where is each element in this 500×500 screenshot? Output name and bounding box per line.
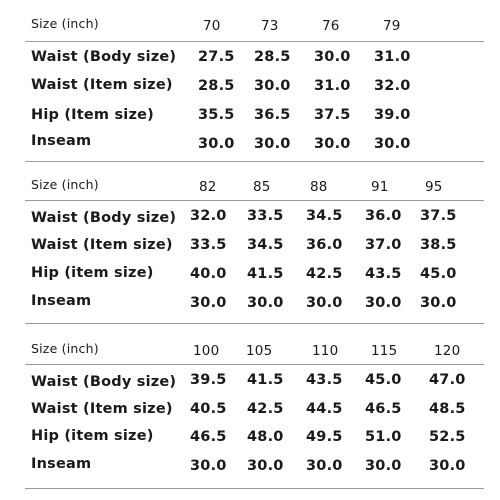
row-label: Waist (Body size)	[31, 210, 177, 226]
table-cell: 42.5	[247, 401, 284, 417]
table-cell: 32.0	[190, 208, 227, 224]
table-cell: 43.5	[306, 372, 343, 388]
table-cell: 30.0	[365, 458, 402, 474]
row-label: Waist (Body size)	[31, 49, 177, 65]
table-cell: 30.0	[247, 458, 284, 474]
table-divider	[25, 200, 484, 201]
table-cell: 33.5	[247, 208, 284, 224]
table-cell: 36.5	[254, 107, 291, 123]
size-heading: 70	[203, 18, 221, 34]
size-heading: 95	[425, 179, 443, 195]
table-divider	[25, 364, 484, 365]
table-cell: 30.0	[306, 458, 343, 474]
size-heading: 115	[371, 343, 398, 359]
table-cell: 40.0	[190, 266, 227, 282]
table-cell: 30.0	[254, 78, 291, 94]
header-label: Size (inch)	[31, 16, 99, 31]
row-label: Hip (item size)	[31, 428, 154, 444]
size-heading: 105	[246, 343, 273, 359]
table-cell: 46.5	[365, 401, 402, 417]
size-heading: 85	[253, 179, 271, 195]
table-cell: 30.0	[314, 49, 351, 65]
table-cell: 47.0	[429, 372, 466, 388]
table-cell: 37.5	[314, 107, 351, 123]
table-cell: 48.0	[247, 429, 284, 445]
size-heading: 73	[261, 18, 279, 34]
row-label: Waist (Item size)	[31, 77, 173, 93]
table-cell: 40.5	[190, 401, 227, 417]
row-label: Hip (item size)	[31, 265, 154, 281]
table-divider	[25, 323, 484, 324]
size-heading: 88	[310, 179, 328, 195]
size-heading: 120	[434, 343, 461, 359]
row-label: Waist (Item size)	[31, 401, 173, 417]
table-cell: 42.5	[306, 266, 343, 282]
size-heading: 91	[371, 179, 389, 195]
table-cell: 45.0	[420, 266, 457, 282]
table-cell: 32.0	[374, 78, 411, 94]
table-cell: 30.0	[198, 136, 235, 152]
size-heading: 82	[199, 179, 217, 195]
table-cell: 52.5	[429, 429, 466, 445]
size-heading: 76	[322, 18, 340, 34]
table-cell: 36.0	[306, 237, 343, 253]
table-cell: 28.5	[198, 78, 235, 94]
table-cell: 36.0	[365, 208, 402, 224]
table-cell: 34.5	[247, 237, 284, 253]
size-heading: 110	[312, 343, 339, 359]
table-cell: 48.5	[429, 401, 466, 417]
header-label: Size (inch)	[31, 177, 99, 192]
table-cell: 30.0	[429, 458, 466, 474]
table-cell: 27.5	[198, 49, 235, 65]
table-divider	[25, 488, 484, 489]
table-cell: 30.0	[190, 458, 227, 474]
row-label: Inseam	[31, 456, 92, 472]
table-cell: 46.5	[190, 429, 227, 445]
table-cell: 44.5	[306, 401, 343, 417]
table-cell: 30.0	[314, 136, 351, 152]
table-cell: 30.0	[306, 295, 343, 311]
table-cell: 30.0	[247, 295, 284, 311]
table-cell: 45.0	[365, 372, 402, 388]
table-cell: 30.0	[374, 136, 411, 152]
table-cell: 35.5	[198, 107, 235, 123]
table-cell: 30.0	[365, 295, 402, 311]
table-cell: 43.5	[365, 266, 402, 282]
table-divider	[25, 41, 484, 42]
row-label: Inseam	[31, 133, 92, 149]
table-cell: 37.0	[365, 237, 402, 253]
table-cell: 33.5	[190, 237, 227, 253]
table-cell: 30.0	[254, 136, 291, 152]
table-cell: 30.0	[190, 295, 227, 311]
row-label: Hip (Item size)	[31, 107, 154, 123]
header-label: Size (inch)	[31, 341, 99, 356]
row-label: Inseam	[31, 293, 92, 309]
table-cell: 31.0	[314, 78, 351, 94]
table-cell: 39.0	[374, 107, 411, 123]
table-cell: 34.5	[306, 208, 343, 224]
table-cell: 41.5	[247, 266, 284, 282]
row-label: Waist (Item size)	[31, 237, 173, 253]
table-cell: 31.0	[374, 49, 411, 65]
table-cell: 41.5	[247, 372, 284, 388]
table-cell: 37.5	[420, 208, 457, 224]
row-label: Waist (Body size)	[31, 374, 177, 390]
table-cell: 38.5	[420, 237, 457, 253]
table-cell: 49.5	[306, 429, 343, 445]
table-cell: 39.5	[190, 372, 227, 388]
table-cell: 51.0	[365, 429, 402, 445]
table-divider	[25, 161, 484, 162]
size-heading: 79	[383, 18, 401, 34]
size-heading: 100	[193, 343, 220, 359]
table-cell: 30.0	[420, 295, 457, 311]
table-cell: 28.5	[254, 49, 291, 65]
